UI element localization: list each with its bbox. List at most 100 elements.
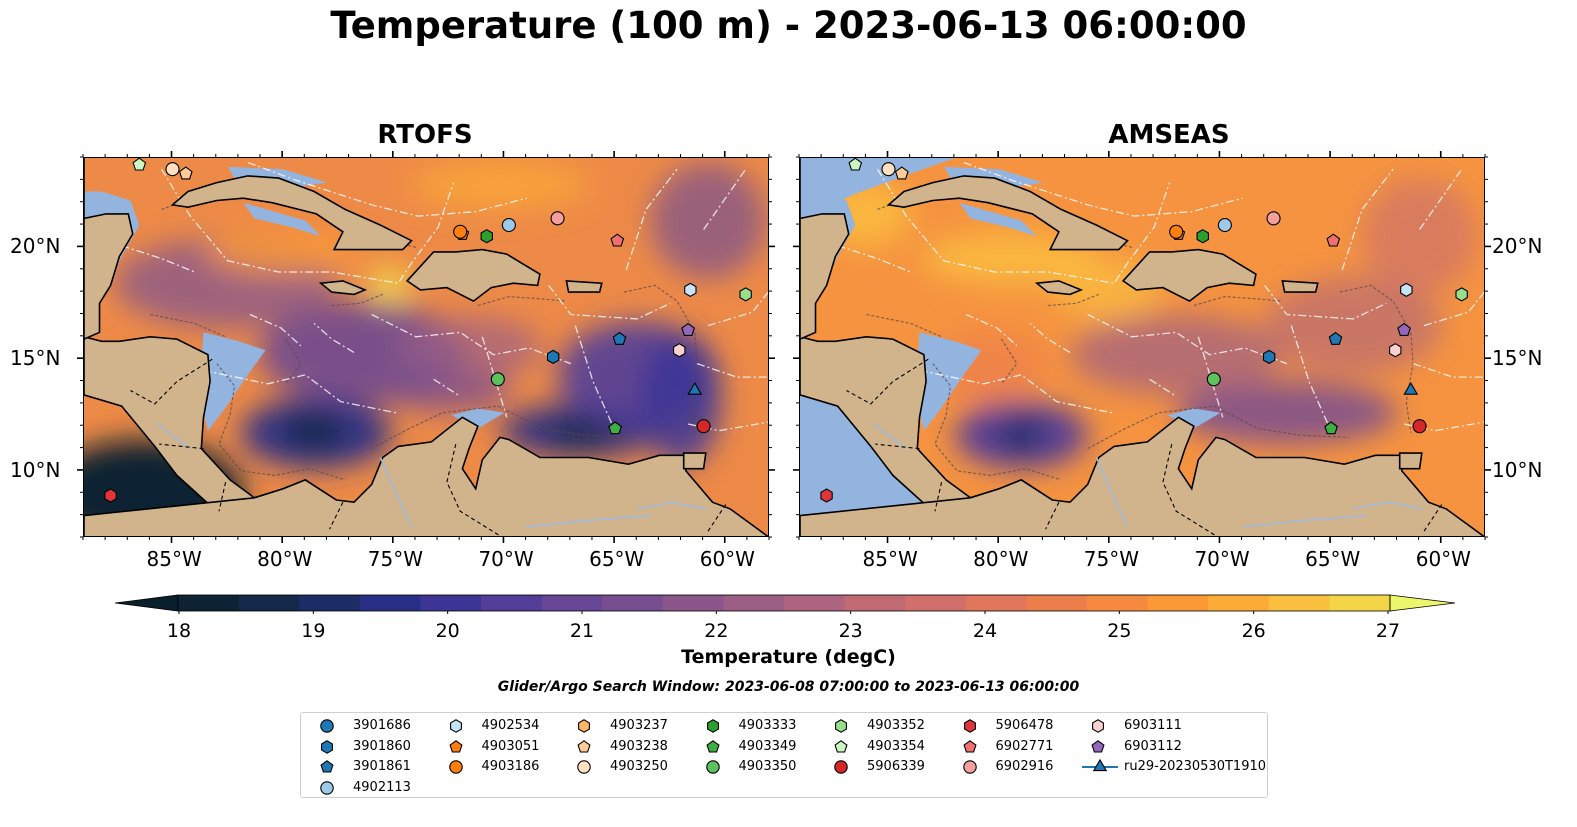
eez-boundary bbox=[696, 362, 768, 378]
float-marker-6903111 bbox=[673, 343, 686, 358]
figure-title: Temperature (100 m) - 2023-06-13 06:00:0… bbox=[330, 4, 1247, 47]
isobath bbox=[866, 313, 942, 338]
legend-marker-hexagon bbox=[449, 719, 462, 733]
colorbar-extend-low bbox=[115, 594, 179, 612]
country-border bbox=[218, 481, 227, 512]
gulf-shallow-mask bbox=[800, 158, 955, 219]
legend-marker-circle bbox=[320, 780, 334, 795]
float-marker-4903350 bbox=[1206, 372, 1221, 387]
lat-tick-label-right: 20°N bbox=[1492, 234, 1543, 259]
land-jamaica bbox=[1034, 280, 1084, 296]
float-marker-4903186 bbox=[453, 224, 468, 239]
float-marker-4902534 bbox=[684, 282, 697, 298]
float-marker-4903349 bbox=[608, 421, 622, 435]
colorbar-segment bbox=[420, 595, 482, 611]
float-marker-4903354 bbox=[132, 158, 147, 171]
float-marker-6902771 bbox=[1326, 233, 1341, 247]
float-marker-4903352 bbox=[1455, 287, 1468, 302]
land-yucatan bbox=[84, 158, 134, 340]
legend-label: 4903250 bbox=[610, 759, 668, 774]
shallow-shelf bbox=[451, 408, 505, 429]
eez-boundary bbox=[433, 378, 459, 396]
float-marker-4903238 bbox=[894, 166, 909, 180]
legend-label: 3901860 bbox=[353, 738, 411, 754]
colorbar-segment bbox=[723, 595, 785, 611]
legend-label: 4903354 bbox=[867, 738, 925, 754]
country-border bbox=[934, 481, 943, 512]
lon-tick-label: 60°W bbox=[1415, 547, 1471, 571]
lon-tick-label: 70°W bbox=[1194, 547, 1250, 571]
eez-boundary bbox=[965, 313, 1018, 347]
panel-title-amseas: AMSEAS bbox=[1108, 120, 1230, 150]
shallow-shelf bbox=[959, 202, 1037, 237]
lat-tick-label-left: 20°N bbox=[10, 234, 61, 259]
temperature-anomaly bbox=[548, 419, 616, 447]
isobath bbox=[216, 363, 346, 481]
legend-marker-hexagon bbox=[321, 739, 333, 754]
float-marker-6902916 bbox=[1266, 211, 1281, 226]
river bbox=[1095, 457, 1129, 528]
land-hispaniola bbox=[405, 248, 541, 303]
river bbox=[379, 457, 413, 528]
lon-tick-label: 85°W bbox=[146, 547, 202, 571]
isobath bbox=[284, 338, 302, 385]
legend-marker-hexagon bbox=[706, 719, 719, 733]
legend-marker-circle bbox=[448, 760, 463, 774]
eez-boundary bbox=[1403, 421, 1484, 432]
colorbar-segment bbox=[359, 595, 421, 611]
river bbox=[872, 423, 907, 450]
shallow-shelf bbox=[243, 202, 321, 237]
legend-marker-pentagon bbox=[834, 739, 848, 753]
eez-boundary bbox=[247, 161, 527, 217]
country-border bbox=[707, 504, 727, 532]
lat-tick-label-left: 15°N bbox=[10, 346, 61, 371]
float-marker-4903349 bbox=[1324, 421, 1338, 435]
land-puerto-rico bbox=[1281, 280, 1319, 293]
lat-tick-label-right: 15°N bbox=[1492, 346, 1543, 371]
river bbox=[637, 501, 706, 510]
legend-label: 5906339 bbox=[867, 759, 925, 774]
colorbar-tick-label: 24 bbox=[972, 620, 998, 642]
legend-label: 6902771 bbox=[995, 738, 1054, 754]
float-marker-4903186 bbox=[1169, 224, 1184, 239]
colorbar-tick-label: 20 bbox=[435, 620, 460, 642]
country-border bbox=[159, 443, 204, 450]
legend-marker-hexagon bbox=[963, 719, 976, 733]
float-marker-3901861 bbox=[612, 331, 627, 345]
float-marker-3901861 bbox=[1328, 331, 1343, 345]
legend-label: 6903111 bbox=[1124, 718, 1182, 733]
colorbar-segment bbox=[662, 595, 724, 611]
isobath bbox=[150, 313, 226, 338]
float-marker-4903333 bbox=[480, 229, 493, 244]
country-border bbox=[130, 358, 213, 405]
lat-tick-label-right: 10°N bbox=[1492, 457, 1543, 482]
float-marker-4903333 bbox=[1196, 229, 1209, 244]
float-marker-ru29-20230530T1910 bbox=[687, 381, 703, 395]
legend-marker-circle bbox=[962, 760, 977, 774]
land-jamaica bbox=[318, 280, 368, 296]
float-marker-6903111 bbox=[1389, 343, 1402, 358]
legend: 3901686 3901860 3901861 4902113 4902534 49030… bbox=[300, 712, 1268, 798]
colorbar-segment bbox=[1208, 595, 1270, 611]
colorbar-tick-label: 22 bbox=[704, 620, 729, 642]
legend-marker-pentagon bbox=[962, 739, 977, 753]
country-border bbox=[329, 501, 344, 530]
eez-boundary bbox=[1419, 168, 1463, 230]
float-marker-4902534 bbox=[1400, 282, 1413, 298]
float-marker-4903350 bbox=[490, 372, 505, 387]
legend-label: 4903238 bbox=[610, 738, 668, 754]
eez-boundary bbox=[703, 168, 747, 230]
legend-marker-triangle bbox=[1092, 758, 1108, 772]
colorbar-outline bbox=[177, 594, 1391, 612]
lon-tick-label: 80°W bbox=[257, 547, 313, 571]
float-marker-4903250 bbox=[165, 162, 180, 177]
float-marker-5906339 bbox=[696, 419, 711, 434]
lon-tick-label: 65°W bbox=[589, 547, 645, 571]
eez-boundary bbox=[574, 325, 614, 427]
eez-boundary bbox=[249, 313, 302, 347]
eez-boundary bbox=[1290, 325, 1330, 427]
land-trinidad bbox=[1398, 452, 1423, 470]
isobath bbox=[1339, 284, 1414, 433]
colorbar-tick-label: 26 bbox=[1241, 620, 1266, 642]
eez-boundary bbox=[1264, 285, 1387, 320]
